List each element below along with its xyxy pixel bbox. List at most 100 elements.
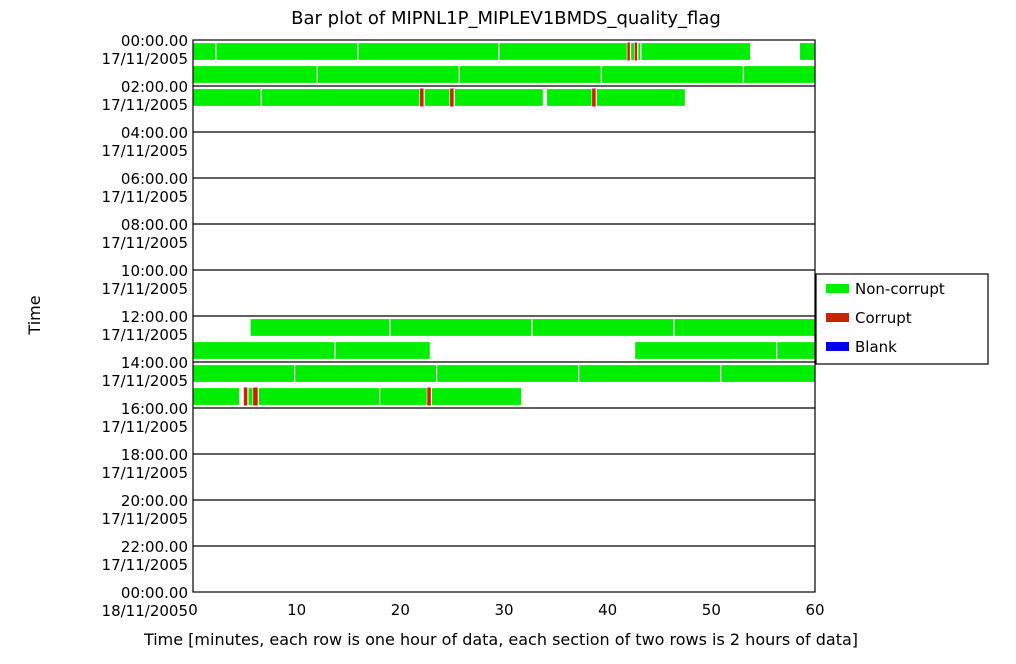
y-tick-time: 14:00.00: [121, 354, 188, 372]
y-tick-time: 12:00.00: [121, 308, 188, 326]
y-tick-time: 08:00.00: [121, 216, 188, 234]
corrupt-bar-segment: [627, 42, 631, 61]
corrupt-bar-segment: [427, 387, 432, 406]
non-corrupt-bar-segment: [192, 64, 319, 85]
y-tick-labels: 00:00.0017/11/200502:00.0017/11/200504:0…: [102, 32, 188, 620]
non-corrupt-bar-segment: [389, 317, 533, 338]
plot-frame: [192, 39, 816, 593]
corrupt-bar-segment: [243, 387, 248, 406]
x-tick-label: 20: [391, 601, 410, 619]
non-corrupt-bar-segment: [249, 317, 391, 338]
non-corrupt-bar-segment: [453, 87, 544, 108]
corrupt-bar-segment: [253, 387, 259, 406]
x-tick-label: 50: [702, 601, 721, 619]
non-corrupt-bar-segment: [192, 363, 296, 384]
non-corrupt-bar-segment: [192, 41, 217, 62]
corrupt-bar-segment: [450, 88, 455, 107]
y-tick-time: 00:00.00: [121, 584, 188, 602]
y-tick-date: 17/11/2005: [102, 234, 188, 252]
non-corrupt-bar-segment: [600, 64, 745, 85]
x-tick-label: 0: [188, 601, 198, 619]
y-tick-date: 17/11/2005: [102, 96, 188, 114]
x-axis-label: Time [minutes, each row is one hour of d…: [143, 630, 858, 649]
non-corrupt-bar-segment: [192, 386, 241, 407]
y-tick-date: 18/11/2005: [102, 602, 188, 620]
non-corrupt-bar-segment: [458, 64, 603, 85]
y-tick-date: 17/11/2005: [102, 326, 188, 344]
y-tick-date: 17/11/2005: [102, 372, 188, 390]
y-tick-date: 17/11/2005: [102, 188, 188, 206]
y-tick-time: 00:00.00: [121, 32, 188, 50]
non-corrupt-bar-segment: [742, 64, 816, 85]
non-corrupt-bar-segment: [247, 386, 254, 407]
non-corrupt-bar-segment: [776, 340, 816, 361]
y-tick-date: 17/11/2005: [102, 142, 188, 160]
non-corrupt-bar-segment: [334, 340, 431, 361]
legend-label: Corrupt: [855, 309, 912, 327]
chart-title: Bar plot of MIPNL1P_MIPLEV1BMDS_quality_…: [291, 8, 721, 29]
data-bars: [192, 41, 816, 407]
non-corrupt-bar-segment: [192, 340, 336, 361]
section-dividers: [193, 85, 815, 547]
non-corrupt-bar-segment: [640, 41, 752, 62]
non-corrupt-bar-segment: [316, 64, 461, 85]
non-corrupt-bar-segment: [357, 41, 500, 62]
x-tick-label: 30: [494, 601, 513, 619]
non-corrupt-bar-segment: [430, 386, 523, 407]
non-corrupt-bar-segment: [215, 41, 359, 62]
non-corrupt-bar-segment: [257, 386, 381, 407]
non-corrupt-bar-segment: [578, 363, 722, 384]
y-tick-date: 17/11/2005: [102, 50, 188, 68]
non-corrupt-bar-segment: [498, 41, 628, 62]
y-tick-time: 06:00.00: [121, 170, 188, 188]
non-corrupt-bar-segment: [673, 317, 816, 338]
legend-label: Non-corrupt: [855, 280, 945, 298]
non-corrupt-bar-segment: [798, 41, 816, 62]
legend-swatch: [826, 342, 849, 351]
x-tick-label: 10: [287, 601, 306, 619]
x-tick-labels: 0 10 20 30 40 50 60: [188, 601, 824, 619]
non-corrupt-bar-segment: [720, 363, 816, 384]
non-corrupt-bar-segment: [436, 363, 580, 384]
non-corrupt-bar-segment: [379, 386, 428, 407]
y-tick-date: 17/11/2005: [102, 280, 188, 298]
y-tick-time: 22:00.00: [121, 538, 188, 556]
y-tick-time: 04:00.00: [121, 124, 188, 142]
non-corrupt-bar-segment: [293, 363, 438, 384]
y-tick-time: 02:00.00: [121, 78, 188, 96]
y-axis-label: Time: [25, 295, 44, 335]
non-corrupt-bar-segment: [595, 87, 687, 108]
corrupt-bar-segment: [634, 42, 638, 61]
non-corrupt-bar-segment: [260, 87, 421, 108]
legend-label: Blank: [855, 338, 897, 356]
legend-swatch: [826, 284, 849, 293]
y-tick-date: 17/11/2005: [102, 556, 188, 574]
non-corrupt-bar-segment: [531, 317, 675, 338]
non-corrupt-bar-segment: [629, 41, 636, 62]
corrupt-bar-segment: [420, 88, 425, 107]
legend-swatch: [826, 313, 849, 322]
y-tick-time: 10:00.00: [121, 262, 188, 280]
y-tick-time: 20:00.00: [121, 492, 188, 510]
non-corrupt-bar-segment: [634, 340, 778, 361]
corrupt-bar-segment: [592, 88, 597, 107]
x-tick-label: 40: [598, 601, 617, 619]
x-tick-label: 60: [805, 601, 824, 619]
y-tick-date: 17/11/2005: [102, 464, 188, 482]
non-corrupt-bar-segment: [192, 87, 263, 108]
non-corrupt-bar-segment: [423, 87, 451, 108]
y-tick-time: 18:00.00: [121, 446, 188, 464]
